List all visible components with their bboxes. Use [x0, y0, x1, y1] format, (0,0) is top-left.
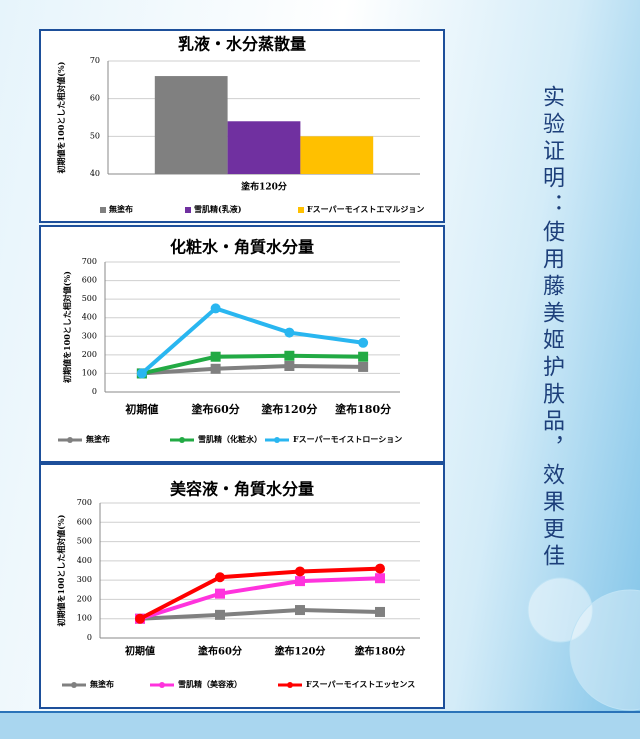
marker: [215, 572, 225, 583]
y-tick-label: 100: [82, 368, 97, 377]
marker: [136, 368, 147, 379]
legend-swatch: [298, 207, 304, 213]
y-tick-label: 200: [77, 594, 92, 603]
y-tick-label: 0: [87, 633, 92, 642]
legend-marker: [71, 682, 77, 688]
y-axis-label: 初期値を100とした相対値(%): [56, 61, 66, 173]
bubble: [569, 589, 640, 711]
x-tick-label: 塗布120分: [275, 645, 326, 658]
line: [139, 576, 381, 621]
bar: [227, 121, 301, 174]
legend-swatch: [185, 207, 191, 213]
y-tick-label: 70: [90, 56, 100, 65]
y-tick-label: 600: [77, 517, 92, 526]
y-tick-label: 500: [77, 537, 92, 546]
legend-label: Fスーパーモイストローション: [293, 434, 402, 444]
y-tick-label: 400: [77, 556, 92, 565]
legend-marker: [67, 437, 73, 443]
chart-title: 化粧水・角質水分量: [170, 238, 314, 257]
marker: [215, 588, 225, 599]
line: [139, 608, 381, 621]
marker: [135, 613, 145, 624]
legend-label: 雪肌精（美容液）: [178, 679, 242, 689]
marker: [295, 576, 305, 587]
y-tick-label: 300: [82, 331, 97, 340]
line: [141, 363, 364, 376]
x-tick-label: 塗布60分: [191, 402, 239, 416]
legend-label: 無塗布: [86, 434, 110, 444]
x-tick-label: 塗布120分: [241, 181, 287, 193]
chart-title: 乳液・水分蒸散量: [178, 35, 306, 54]
legend-marker: [274, 437, 280, 443]
x-tick-label: 塗布180分: [355, 645, 406, 658]
y-tick-label: 60: [90, 94, 100, 103]
y-tick-label: 500: [82, 294, 97, 303]
marker: [358, 351, 369, 362]
marker: [358, 361, 369, 372]
marker: [295, 566, 305, 577]
marker: [375, 563, 385, 574]
x-tick-label: 初期値: [125, 402, 158, 416]
legend-marker: [159, 682, 165, 688]
marker: [284, 361, 295, 371]
y-axis-label: 初期値を100とした相対値(%): [62, 271, 72, 383]
y-tick-label: 100: [77, 614, 92, 623]
legend-marker: [179, 437, 185, 443]
y-tick-label: 700: [82, 257, 97, 266]
marker: [210, 363, 221, 374]
marker: [210, 351, 221, 362]
panel: [39, 225, 445, 463]
line: [139, 566, 381, 621]
line: [140, 306, 364, 375]
y-axis-label: 初期値を100とした相対値(%): [56, 514, 66, 626]
marker: [295, 605, 305, 616]
y-tick-label: 40: [90, 169, 100, 178]
bubble: [527, 577, 593, 643]
marker: [358, 337, 369, 348]
legend-label: 無塗布: [90, 679, 114, 689]
marker: [284, 327, 295, 338]
marker: [215, 609, 225, 620]
y-tick-label: 200: [82, 350, 97, 359]
legend-label: 雪肌精（化粧水）: [198, 434, 262, 444]
side-text: 实验证明：使用藤美姬护肤品，效果更佳: [539, 85, 564, 571]
bar: [300, 136, 374, 174]
y-tick-label: 400: [82, 313, 97, 322]
x-tick-label: 塗布120分: [261, 402, 317, 416]
y-tick-label: 50: [90, 131, 100, 140]
x-tick-label: 初期値: [125, 645, 155, 658]
marker: [210, 303, 221, 314]
legend-label: 無塗布: [109, 204, 133, 214]
legend-marker: [287, 682, 293, 688]
legend-swatch: [100, 207, 106, 213]
y-tick-label: 300: [77, 575, 92, 584]
x-tick-label: 塗布180分: [335, 402, 391, 416]
legend-label: Fスーパーモイストエマルジョン: [307, 204, 424, 214]
bar: [154, 76, 228, 174]
legend-label: Fスーパーモイストエッセンス: [306, 679, 415, 689]
marker: [375, 606, 385, 617]
y-tick-label: 0: [92, 387, 97, 396]
line: [141, 353, 364, 376]
footer-band: [0, 712, 640, 739]
x-tick-label: 塗布60分: [198, 645, 242, 658]
legend-label: 雪肌精(乳液): [194, 204, 242, 214]
y-tick-label: 700: [77, 498, 92, 507]
chart-title: 美容液・角質水分量: [170, 480, 314, 499]
marker: [284, 350, 295, 361]
panel: [39, 463, 445, 709]
marker: [375, 573, 385, 584]
y-tick-label: 600: [82, 276, 97, 285]
